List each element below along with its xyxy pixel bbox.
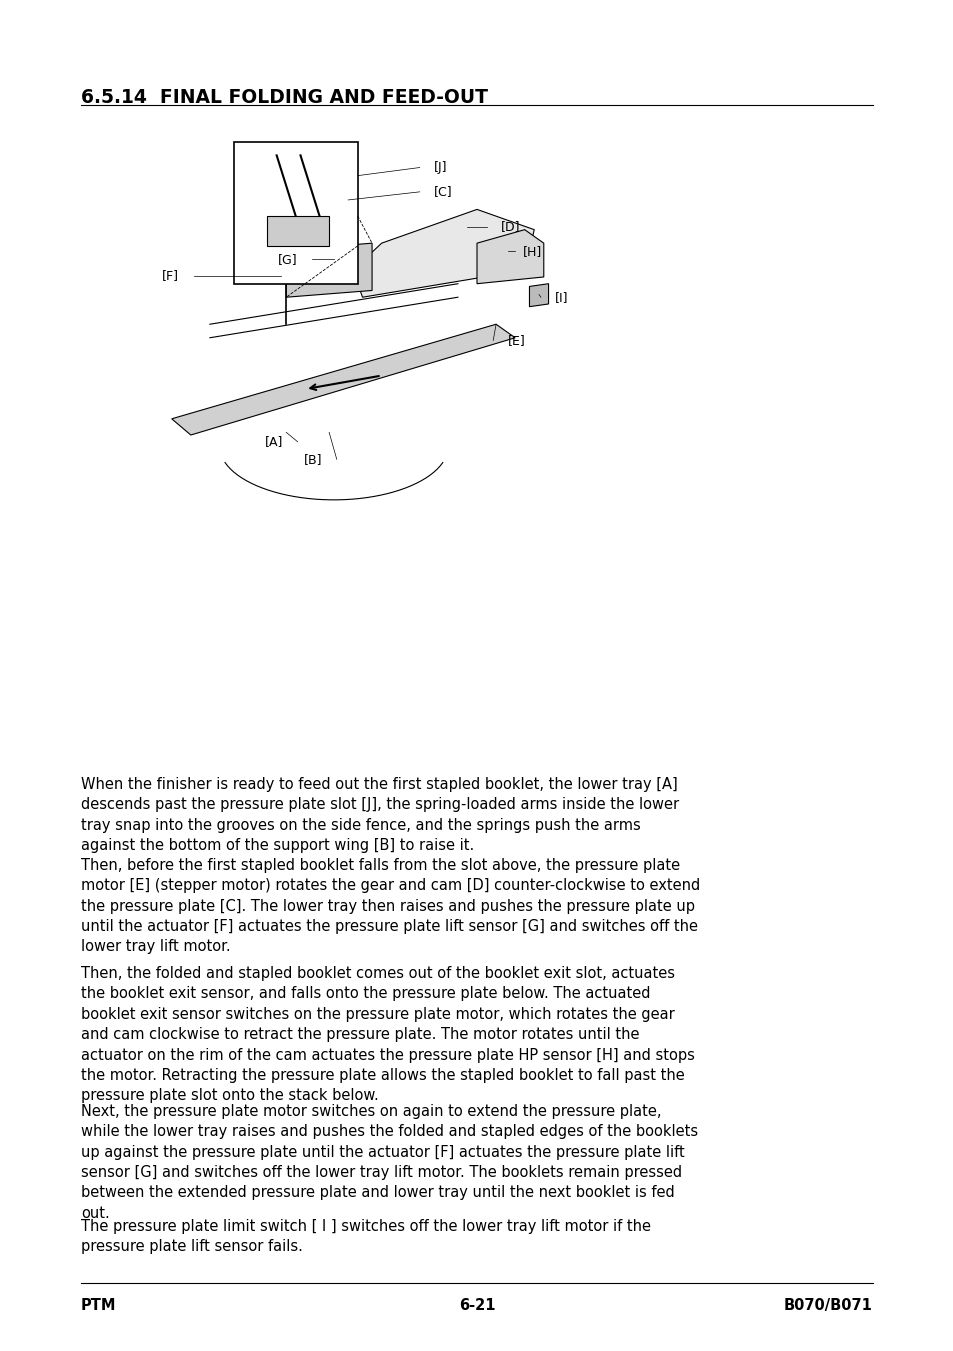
Text: Next, the pressure plate motor switches on again to extend the pressure plate,
w: Next, the pressure plate motor switches … bbox=[81, 1104, 698, 1221]
Text: Then, the folded and stapled booklet comes out of the booklet exit slot, actuate: Then, the folded and stapled booklet com… bbox=[81, 966, 694, 1104]
Text: 6.5.14  FINAL FOLDING AND FEED-OUT: 6.5.14 FINAL FOLDING AND FEED-OUT bbox=[81, 88, 488, 107]
Polygon shape bbox=[267, 216, 329, 246]
Text: [I]: [I] bbox=[555, 290, 568, 304]
Text: [B]: [B] bbox=[304, 453, 322, 466]
Text: [C]: [C] bbox=[434, 185, 453, 199]
Polygon shape bbox=[353, 209, 534, 297]
Text: [F]: [F] bbox=[162, 269, 179, 282]
Text: When the finisher is ready to feed out the first stapled booklet, the lower tray: When the finisher is ready to feed out t… bbox=[81, 777, 679, 852]
Polygon shape bbox=[529, 284, 548, 307]
Text: PTM: PTM bbox=[81, 1298, 116, 1313]
Text: [E]: [E] bbox=[507, 334, 525, 347]
Polygon shape bbox=[476, 230, 543, 284]
Text: [D]: [D] bbox=[500, 220, 519, 234]
Text: Then, before the first stapled booklet falls from the slot above, the pressure p: Then, before the first stapled booklet f… bbox=[81, 858, 700, 955]
Text: [A]: [A] bbox=[265, 435, 283, 449]
Text: [J]: [J] bbox=[434, 161, 447, 174]
Polygon shape bbox=[286, 243, 372, 297]
Text: [G]: [G] bbox=[277, 253, 297, 266]
FancyBboxPatch shape bbox=[233, 142, 357, 284]
Text: The pressure plate limit switch [ I ] switches off the lower tray lift motor if : The pressure plate limit switch [ I ] sw… bbox=[81, 1219, 650, 1254]
Text: 6-21: 6-21 bbox=[458, 1298, 495, 1313]
Text: [H]: [H] bbox=[522, 245, 541, 258]
Polygon shape bbox=[172, 324, 515, 435]
Text: B070/B071: B070/B071 bbox=[783, 1298, 872, 1313]
